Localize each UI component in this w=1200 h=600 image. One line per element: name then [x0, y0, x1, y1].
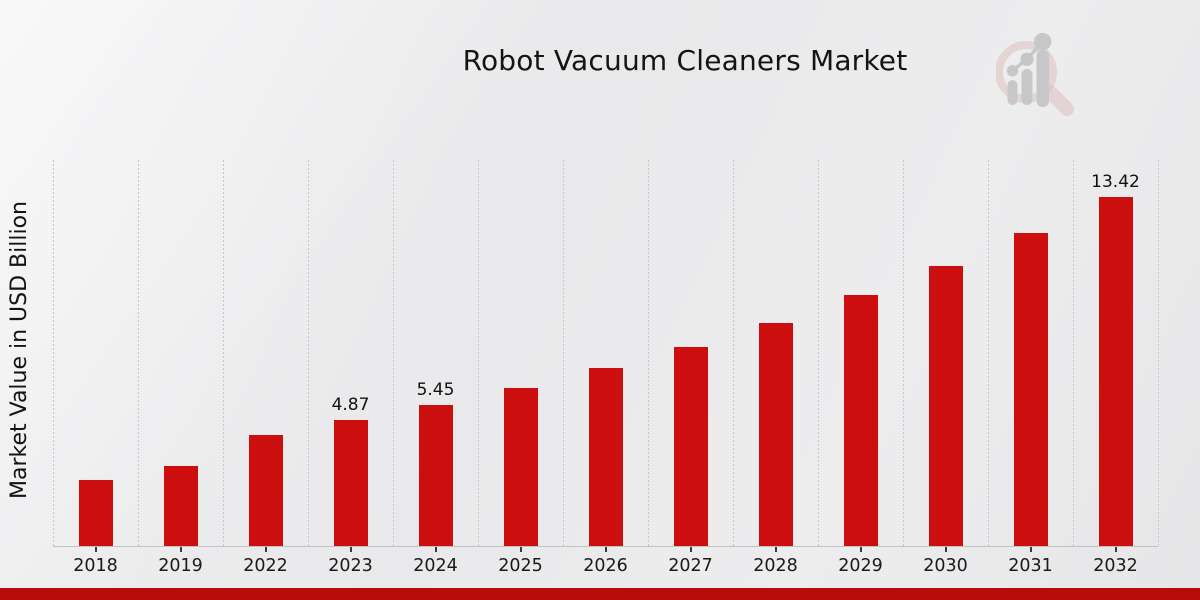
x-axis-tick	[349, 547, 352, 552]
logo-trend-dots	[1006, 33, 1052, 77]
magnifier-handle	[1043, 85, 1074, 116]
bar-2031	[1012, 231, 1049, 546]
x-axis-line	[53, 546, 1158, 547]
bar-2019	[162, 464, 199, 546]
bar-value-label-2023: 4.87	[331, 395, 370, 415]
bar-2024	[417, 403, 454, 546]
brand-watermark-magnifier-chart-icon	[996, 33, 1074, 116]
x-axis-label-2029: 2029	[838, 556, 883, 576]
x-axis-label-2022: 2022	[243, 556, 288, 576]
x-axis-label-2030: 2030	[923, 556, 968, 576]
logo-bars	[1007, 50, 1049, 107]
gridline	[223, 160, 224, 546]
gridline	[818, 160, 819, 546]
x-axis-tick	[944, 547, 947, 552]
y-axis-label: Market Value in USD Billion	[7, 200, 32, 500]
bar-2018	[77, 478, 114, 546]
gridline	[563, 160, 564, 546]
x-axis-tick	[1029, 547, 1032, 552]
plot-area: 4.87 5.45 13.42 2018 2019 2022 2023 2024 2025 20…	[53, 160, 1159, 576]
gridline	[1073, 160, 1074, 546]
bottom-red-band	[0, 588, 1200, 600]
gridline	[478, 160, 479, 546]
x-axis-label-2027: 2027	[668, 556, 713, 576]
gridline	[903, 160, 904, 546]
bar-2029	[842, 294, 879, 546]
x-axis-tick	[1114, 547, 1117, 552]
bar-2028	[757, 321, 794, 546]
x-axis-label-2032: 2032	[1093, 556, 1138, 576]
x-axis-tick	[264, 547, 267, 552]
bar-value-label-2032: 13.42	[1091, 172, 1140, 192]
gridline	[53, 160, 54, 546]
gridline	[733, 160, 734, 546]
bar-2030	[927, 264, 964, 546]
bar-value-label-2024: 5.45	[416, 379, 455, 400]
x-axis-label-2031: 2031	[1008, 556, 1053, 576]
bar-2025	[502, 386, 539, 546]
gridline	[1158, 160, 1159, 546]
x-axis-label-2028: 2028	[753, 556, 798, 576]
gridline	[988, 160, 989, 546]
gridline	[308, 160, 309, 546]
bar-2027	[672, 345, 709, 546]
bar-2032	[1097, 196, 1134, 546]
x-axis-tick	[689, 547, 692, 552]
x-axis-label-2026: 2026	[583, 556, 628, 576]
gridline	[138, 160, 139, 546]
bar-2022	[247, 433, 284, 546]
x-axis-label-2024: 2024	[413, 556, 458, 576]
x-axis-tick	[519, 547, 522, 552]
x-axis-label-2023: 2023	[328, 556, 373, 576]
gridline	[393, 160, 394, 546]
x-axis-label-2018: 2018	[73, 556, 118, 576]
gridline	[648, 160, 649, 546]
x-axis-tick	[774, 547, 777, 552]
bar-2023	[332, 419, 369, 546]
bar-2026	[587, 367, 624, 546]
x-axis-tick	[179, 547, 182, 552]
x-axis-tick	[434, 547, 437, 552]
x-axis-tick	[94, 547, 97, 552]
x-axis-tick	[604, 547, 607, 552]
chart-title: Robot Vacuum Cleaners Market	[462, 44, 908, 77]
x-axis-tick	[859, 547, 862, 552]
x-axis-label-2019: 2019	[158, 556, 203, 576]
x-axis-label-2025: 2025	[498, 556, 543, 576]
